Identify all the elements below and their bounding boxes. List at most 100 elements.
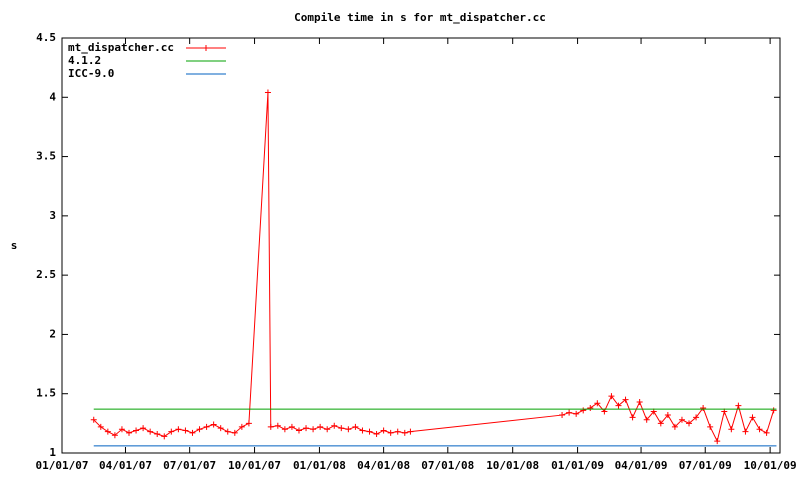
legend-label: ICC-9.0 bbox=[68, 67, 114, 80]
point-marker bbox=[118, 426, 125, 433]
chart-title: Compile time in s for mt_dispatcher.cc bbox=[294, 11, 546, 24]
point-marker bbox=[373, 431, 380, 438]
point-marker bbox=[700, 404, 707, 411]
y-tick-label: 1.5 bbox=[36, 387, 56, 400]
point-marker bbox=[352, 423, 359, 430]
y-tick-label: 3 bbox=[49, 209, 56, 222]
point-marker bbox=[657, 420, 664, 427]
point-marker bbox=[182, 427, 189, 434]
point-marker bbox=[217, 425, 224, 432]
plot-border bbox=[61, 37, 781, 454]
point-marker bbox=[756, 426, 763, 433]
point-marker bbox=[380, 427, 387, 434]
point-marker bbox=[189, 429, 196, 436]
x-tick-label: 10/01/07 bbox=[228, 459, 281, 472]
point-marker bbox=[147, 428, 154, 435]
point-marker bbox=[735, 402, 742, 409]
x-tick-label: 04/01/09 bbox=[615, 459, 668, 472]
point-marker bbox=[97, 423, 104, 430]
point-marker bbox=[559, 412, 566, 419]
point-marker bbox=[196, 426, 203, 433]
point-marker bbox=[664, 412, 671, 419]
point-marker bbox=[345, 426, 352, 433]
x-tick-label: 10/01/09 bbox=[744, 459, 797, 472]
point-marker bbox=[693, 414, 700, 421]
point-marker bbox=[324, 426, 331, 433]
x-tick-label: 07/01/07 bbox=[163, 459, 216, 472]
y-tick-label: 4.5 bbox=[36, 31, 56, 44]
point-marker bbox=[401, 429, 408, 436]
x-tick-label: 10/01/08 bbox=[486, 459, 539, 472]
point-marker bbox=[338, 425, 345, 432]
y-tick-label: 4 bbox=[49, 90, 56, 103]
point-marker bbox=[245, 420, 252, 427]
point-marker bbox=[126, 429, 133, 436]
point-marker bbox=[154, 431, 161, 438]
legend-label: mt_dispatcher.cc bbox=[68, 41, 174, 54]
x-tick-label: 07/01/09 bbox=[679, 459, 732, 472]
point-marker bbox=[580, 407, 587, 414]
x-tick-label: 01/01/08 bbox=[293, 459, 346, 472]
point-marker bbox=[238, 423, 245, 430]
point-marker bbox=[175, 426, 182, 433]
point-marker bbox=[264, 89, 271, 96]
y-axis-label: s bbox=[11, 239, 18, 252]
point-marker bbox=[594, 400, 601, 407]
point-marker bbox=[671, 423, 678, 430]
legend-marker bbox=[203, 45, 209, 51]
point-marker bbox=[636, 399, 643, 406]
point-marker bbox=[168, 428, 175, 435]
point-marker bbox=[295, 427, 302, 434]
x-tick-label: 07/01/08 bbox=[421, 459, 474, 472]
point-marker bbox=[615, 402, 622, 409]
point-marker bbox=[728, 426, 735, 433]
y-tick-label: 3.5 bbox=[36, 150, 56, 163]
x-tick-label: 04/01/07 bbox=[99, 459, 152, 472]
point-marker bbox=[267, 423, 274, 430]
point-marker bbox=[587, 404, 594, 411]
x-tick-label: 01/01/09 bbox=[551, 459, 604, 472]
point-marker bbox=[407, 428, 414, 435]
y-tick-label: 1 bbox=[49, 446, 56, 459]
y-tick-label: 2.5 bbox=[36, 268, 56, 281]
point-marker bbox=[210, 421, 217, 428]
point-marker bbox=[566, 409, 573, 416]
point-marker bbox=[629, 414, 636, 421]
point-marker bbox=[707, 423, 714, 430]
point-marker bbox=[203, 423, 210, 430]
point-marker bbox=[231, 429, 238, 436]
x-tick-label: 01/01/07 bbox=[36, 459, 89, 472]
point-marker bbox=[714, 438, 721, 445]
point-marker bbox=[133, 427, 140, 434]
point-marker bbox=[310, 426, 317, 433]
point-marker bbox=[573, 410, 580, 417]
y-tick-label: 2 bbox=[49, 327, 56, 340]
point-marker bbox=[643, 416, 650, 423]
point-marker bbox=[317, 423, 324, 430]
point-marker bbox=[331, 422, 338, 429]
point-marker bbox=[90, 416, 97, 423]
point-marker bbox=[622, 396, 629, 403]
x-tick-label: 04/01/08 bbox=[357, 459, 410, 472]
point-marker bbox=[140, 425, 147, 432]
point-marker bbox=[678, 416, 685, 423]
point-marker bbox=[770, 407, 777, 414]
point-marker bbox=[608, 393, 615, 400]
point-marker bbox=[742, 428, 749, 435]
point-marker bbox=[749, 414, 756, 421]
point-marker bbox=[387, 429, 394, 436]
point-marker bbox=[303, 425, 310, 432]
point-marker bbox=[111, 432, 118, 439]
point-marker bbox=[763, 429, 770, 436]
point-marker bbox=[359, 427, 366, 434]
series-line bbox=[93, 92, 775, 443]
point-marker bbox=[161, 433, 168, 440]
point-marker bbox=[686, 420, 693, 427]
point-marker bbox=[288, 423, 295, 430]
point-marker bbox=[366, 428, 373, 435]
point-marker bbox=[394, 428, 401, 435]
point-marker bbox=[104, 428, 111, 435]
legend-label: 4.1.2 bbox=[68, 54, 101, 67]
point-marker bbox=[224, 428, 231, 435]
